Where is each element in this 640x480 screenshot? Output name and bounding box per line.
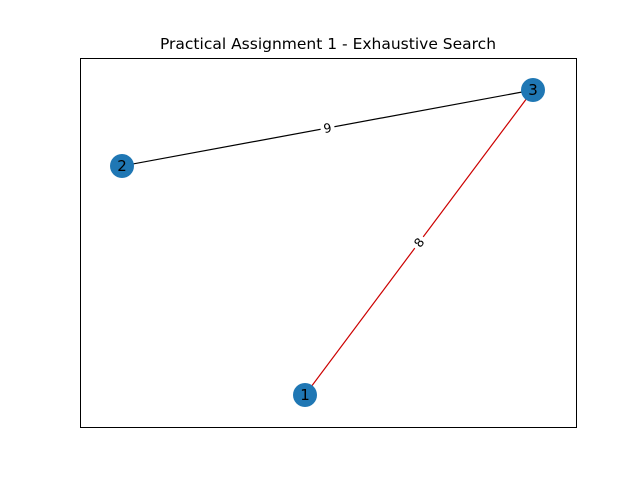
edge-labels-layer: 98 (319, 118, 430, 253)
nodes-layer: 1 2 3 (110, 78, 545, 407)
node-label: 3 (528, 81, 538, 99)
edge-label-1-3: 8 (408, 232, 430, 253)
edge-label-background (319, 118, 336, 138)
node-3: 3 (521, 78, 545, 102)
axes-frame (80, 58, 577, 428)
node-label: 1 (300, 386, 310, 404)
node-circle (521, 78, 545, 102)
node-circle (293, 383, 317, 407)
plot-title: Practical Assignment 1 - Exhaustive Sear… (160, 35, 496, 53)
node-circle (110, 154, 134, 178)
edge-weight-label: 9 (322, 120, 333, 136)
node-2: 2 (110, 154, 134, 178)
node-1: 1 (293, 383, 317, 407)
edge-label-background (408, 232, 430, 253)
edge-label-2-3: 9 (319, 118, 336, 138)
node-label: 2 (117, 157, 127, 175)
